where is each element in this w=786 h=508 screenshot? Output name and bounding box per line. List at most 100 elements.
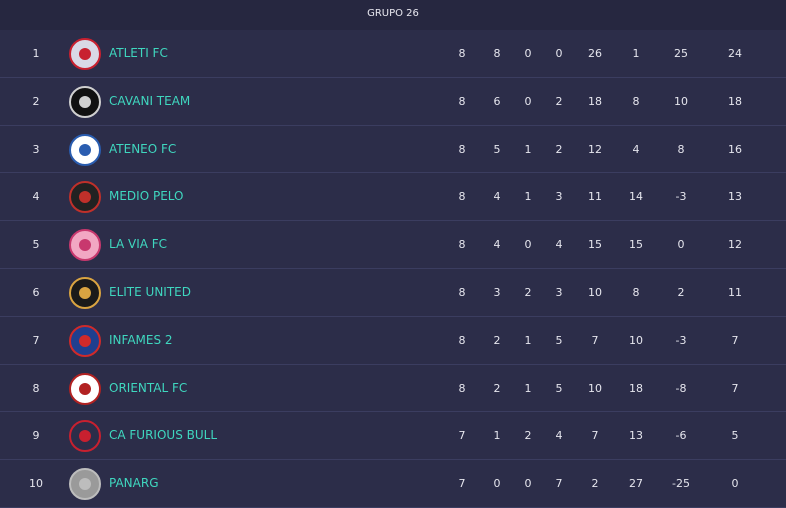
stat-cell: 1 [524, 190, 532, 204]
stat-cell: 5 [555, 381, 563, 395]
stat-cell: 24 [728, 47, 742, 60]
stat-cell: 4 [555, 429, 563, 443]
stat-cell: 10 [588, 381, 602, 395]
stat-cell: 7 [458, 477, 466, 491]
team-logo [69, 277, 101, 309]
team-logo [69, 324, 101, 357]
stat-cell: 2 [591, 477, 599, 491]
stat-cell: 2 [555, 94, 563, 108]
stat-cell: 8 [493, 47, 501, 60]
stat-cell: 7 [555, 477, 563, 491]
stat-cell: 10 [674, 94, 688, 108]
team-name: ELITE UNITED [109, 285, 191, 299]
stat-cell: 18 [728, 94, 742, 108]
stat-cell: 0 [524, 47, 532, 60]
stat-cell: 8 [458, 94, 466, 108]
team-name: LA VIA FC [109, 237, 168, 252]
team-logo [69, 468, 101, 501]
stat-cell: 11 [588, 190, 602, 204]
position: 1 [32, 47, 40, 60]
stat-cell: 3 [555, 190, 563, 204]
stat-cell: -25 [672, 477, 690, 491]
stat-cell: 8 [458, 333, 466, 347]
stat-cell: 18 [588, 94, 602, 108]
stat-cell: 2 [524, 286, 532, 299]
stat-cell: 0 [731, 477, 739, 491]
stat-cell: 15 [629, 238, 643, 252]
team-row: 9 CA FURIOUS BULL 7 1 2 4 7 13 -6 5 [0, 412, 786, 461]
position: 5 [32, 238, 40, 252]
team-row: 5 LA VIA FC 8 4 0 4 15 15 0 12 [0, 221, 786, 269]
stat-cell: 2 [493, 381, 501, 395]
stat-cell: 7 [458, 429, 466, 443]
stat-cell: 1 [493, 429, 501, 443]
stat-cell: 12 [588, 142, 602, 156]
stat-cell: 8 [458, 286, 466, 299]
stat-cell: 8 [458, 381, 466, 395]
stat-cell: 2 [555, 142, 563, 156]
stat-cell: 8 [458, 190, 466, 204]
stat-cell: 4 [493, 238, 501, 252]
team-name: CAVANI TEAM [109, 93, 191, 108]
stat-cell: -3 [675, 333, 687, 347]
stat-cell: 4 [555, 238, 563, 252]
stat-cell: 18 [629, 381, 643, 395]
stat-cell: 27 [629, 477, 643, 491]
position: 6 [32, 286, 40, 299]
stat-cell: 7 [731, 333, 739, 347]
stat-cell: 8 [677, 142, 685, 156]
team-row: 2 CAVANI TEAM 8 6 0 2 18 8 10 18 [0, 77, 786, 126]
stat-cell: 8 [632, 286, 640, 299]
stat-cell: 8 [458, 47, 466, 60]
stat-cell: 11 [728, 286, 742, 299]
team-row: 6 ELITE UNITED 8 3 2 3 10 8 2 11 [0, 269, 786, 317]
stat-cell: -3 [675, 190, 687, 204]
group-title: GRUPO 26 [367, 8, 419, 19]
team-row: 1 ATLETI FC 8 8 0 0 26 1 25 24 [0, 30, 786, 78]
stat-cell: 0 [555, 47, 563, 60]
team-logo [69, 372, 101, 405]
position: 7 [32, 333, 40, 347]
team-logo [69, 420, 101, 453]
stat-cell: 0 [524, 477, 532, 491]
stat-cell: 4 [493, 190, 501, 204]
team-name: MEDIO PELO [109, 189, 184, 204]
stat-cell: 0 [493, 477, 501, 491]
team-logo [69, 181, 101, 214]
stat-cell: 16 [728, 142, 742, 156]
stat-cell: 12 [728, 238, 742, 252]
position: 8 [32, 381, 40, 395]
stat-cell: 0 [524, 238, 532, 252]
position: 4 [32, 190, 40, 204]
position: 3 [32, 142, 40, 156]
stat-cell: 15 [588, 238, 602, 252]
stat-cell: 1 [524, 142, 532, 156]
stat-cell: 13 [728, 190, 742, 204]
stat-cell: 8 [632, 94, 640, 108]
stat-cell: 7 [731, 381, 739, 395]
stat-cell: 13 [629, 429, 643, 443]
team-row: 4 MEDIO PELO 8 4 1 3 11 14 -3 13 [0, 173, 786, 222]
team-name: PANARG [109, 476, 159, 491]
team-row: 3 ATENEO FC 8 5 1 2 12 4 8 16 [0, 125, 786, 174]
team-row: 10 PANARG 7 0 0 7 2 27 -25 0 [0, 460, 786, 508]
team-logo [69, 85, 101, 118]
stat-cell: 3 [493, 286, 501, 299]
stat-cell: 10 [588, 286, 602, 299]
stat-cell: 10 [629, 333, 643, 347]
stat-cell: 7 [591, 333, 599, 347]
team-logo [69, 38, 101, 70]
stat-cell: 2 [677, 286, 685, 299]
stat-cell: 7 [591, 429, 599, 443]
stat-cell: 8 [458, 238, 466, 252]
team-logo [69, 229, 101, 262]
team-name: INFAMES 2 [109, 332, 173, 347]
stat-cell: 5 [493, 142, 501, 156]
stat-cell: -8 [675, 381, 687, 395]
stat-cell: 2 [493, 333, 501, 347]
team-logo [69, 133, 101, 166]
stat-cell: 1 [524, 381, 532, 395]
stat-cell: 8 [458, 142, 466, 156]
stat-cell: 6 [493, 94, 501, 108]
